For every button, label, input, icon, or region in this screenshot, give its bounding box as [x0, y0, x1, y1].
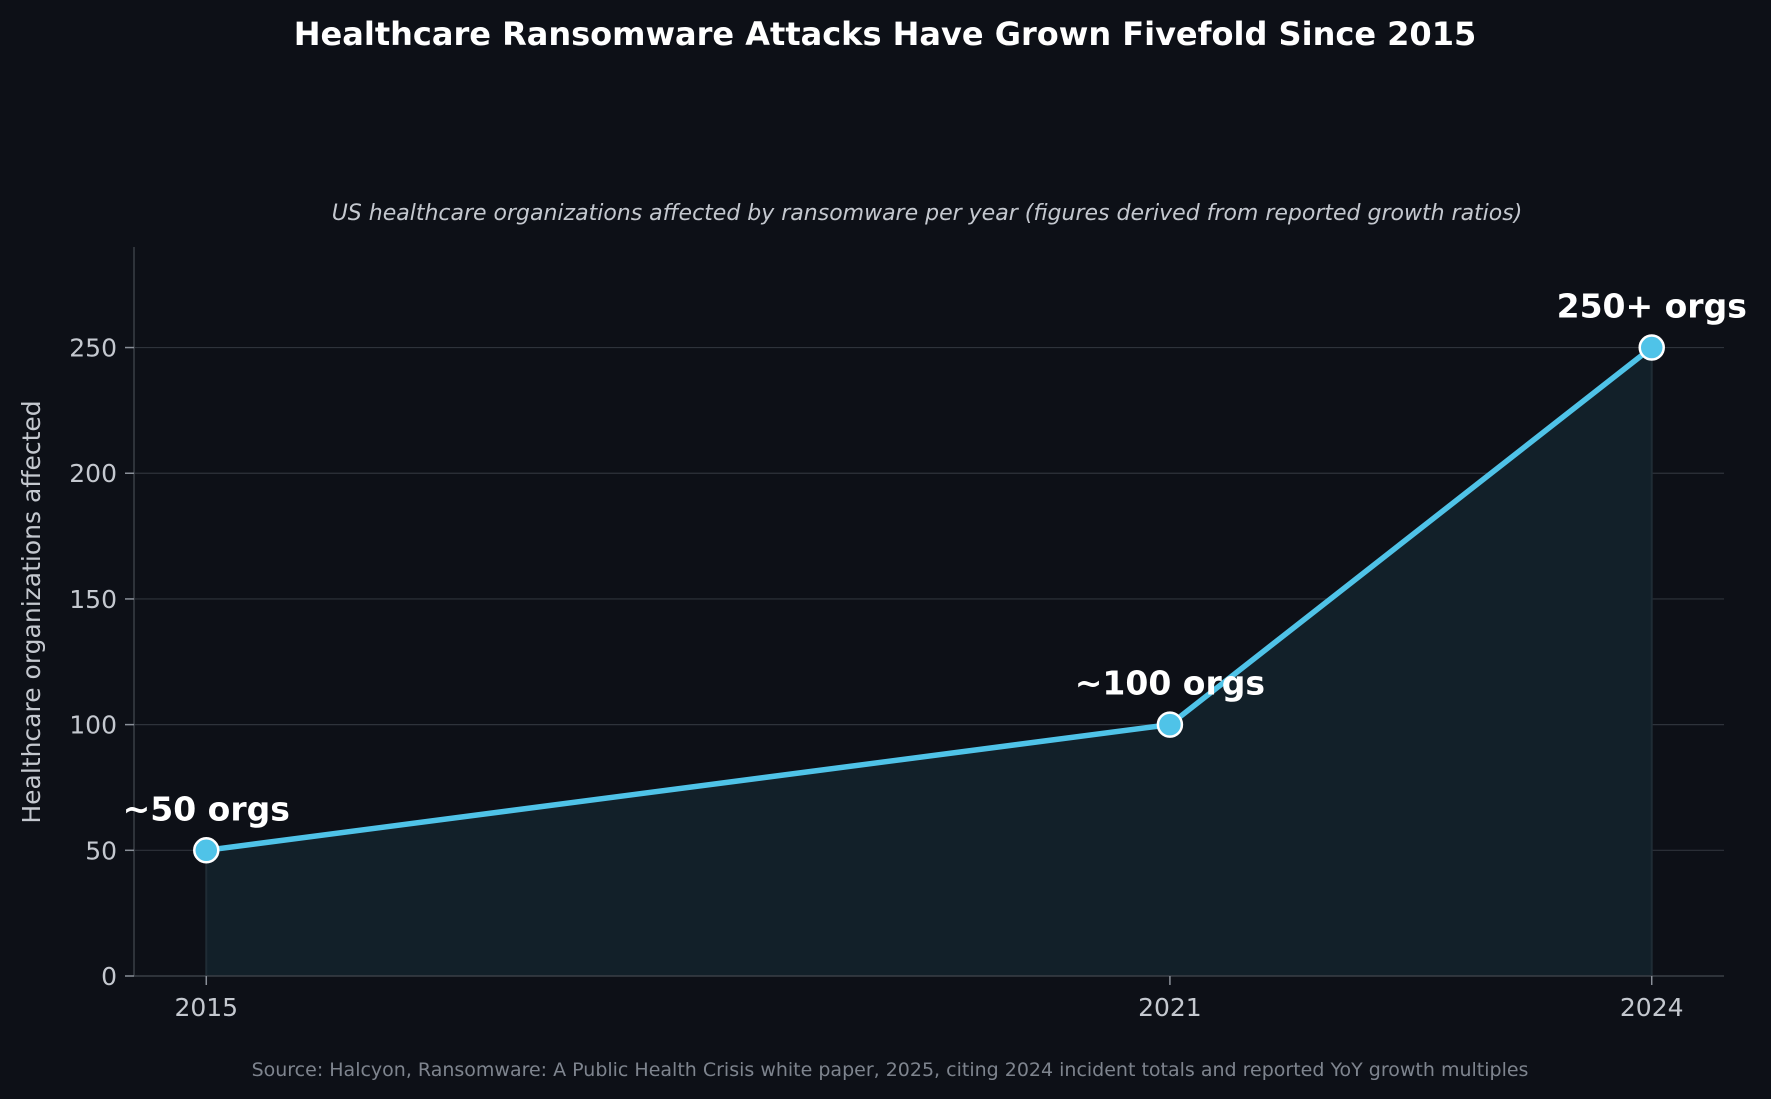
y-tick-label: 200 [69, 459, 117, 488]
axis-ticks: 0 50 100 150 200 250 2015 2021 2024 [69, 334, 1683, 1022]
source-note: Source: Halcyon, Ransomware: A Public He… [252, 1059, 1529, 1081]
data-label: ~50 orgs [123, 789, 290, 828]
x-tick-label: 2021 [1138, 993, 1202, 1022]
data-point [193, 837, 220, 864]
y-tick-label: 50 [85, 836, 117, 865]
y-tick-label: 0 [101, 962, 117, 991]
chart-subtitle: US healthcare organizations affected by … [332, 201, 1523, 226]
y-tick-label: 250 [69, 334, 117, 363]
data-label: 250+ orgs [1557, 287, 1747, 326]
chart-title: Healthcare Ransomware Attacks Have Grown… [294, 15, 1476, 53]
data-label: ~100 orgs [1075, 664, 1265, 703]
y-tick-label: 100 [69, 711, 117, 740]
data-labels: ~50 orgs ~100 orgs 250+ orgs [123, 287, 1747, 829]
x-tick-label: 2024 [1620, 993, 1684, 1022]
drop-lines [205, 347, 1653, 976]
data-point [1638, 334, 1665, 361]
area-fill [206, 347, 1652, 976]
data-points [193, 334, 1665, 864]
y-tick-label: 150 [69, 585, 117, 614]
data-point [1156, 711, 1184, 738]
x-tick-label: 2015 [174, 993, 238, 1022]
y-axis-label: Healthcare organizations affected [17, 400, 46, 823]
